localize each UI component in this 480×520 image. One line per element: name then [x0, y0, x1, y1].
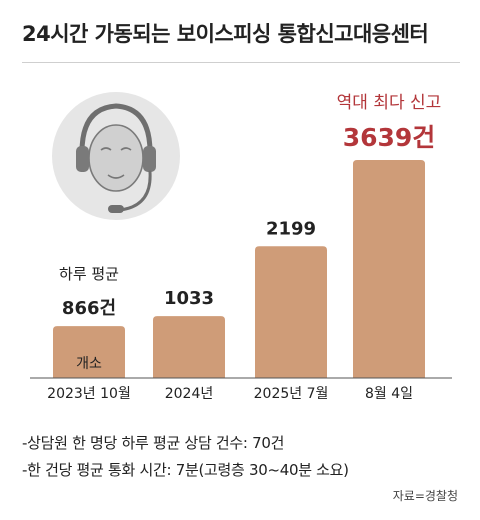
bar-1: [153, 316, 225, 378]
bar-chart: 2023년 10월 866건 2024년 1033 2025년 7월 2199 8월 4일 3…: [30, 92, 452, 402]
first-bar-inner-label: 개소: [76, 356, 102, 372]
note-counsel-per-agent: -상담원 한 명당 하루 평균 상담 건수: 70건: [22, 434, 285, 452]
bar-3: [353, 160, 425, 378]
value-label: 866건: [62, 298, 116, 319]
category-label: 2025년 7월: [254, 386, 329, 402]
source-credit: 자료=경찰청: [392, 489, 458, 503]
title-divider: [22, 62, 460, 63]
last-bar-caption: 역대 최다 신고: [337, 93, 442, 113]
bar-2: [255, 246, 327, 378]
chart-title: 24시간 가동되는 보이스피싱 통합신고대응센터: [22, 22, 429, 46]
category-label: 8월 4일: [365, 386, 413, 402]
value-label: 1033: [164, 288, 214, 309]
bar-0: [53, 326, 125, 378]
category-label: 2024년: [165, 386, 214, 402]
first-bar-caption: 하루 평균: [59, 265, 119, 283]
value-label: 2199: [266, 218, 316, 239]
value-label: 3639건: [343, 123, 436, 152]
headset-agent-icon: [52, 92, 180, 220]
category-label: 2023년 10월: [47, 386, 131, 402]
note-call-duration: -한 건당 평균 통화 시간: 7분(고령층 30~40분 소요): [22, 461, 349, 479]
